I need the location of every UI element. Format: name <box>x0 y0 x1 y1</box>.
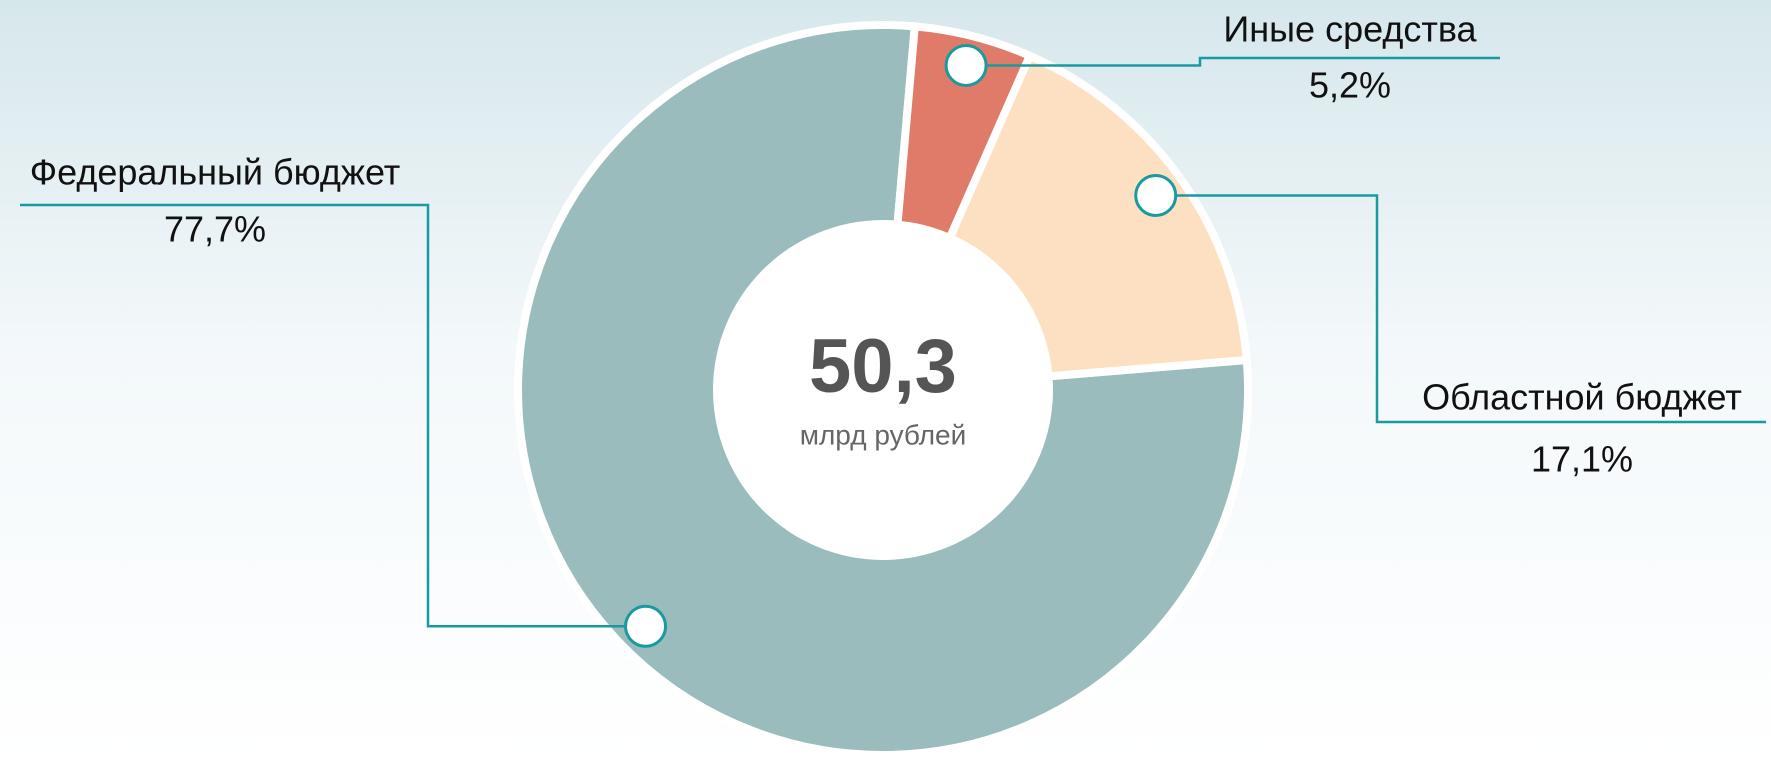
slice-label: Федеральный бюджет <box>30 152 401 193</box>
leader-line <box>20 203 646 628</box>
slice-label: Иные средства <box>1223 9 1477 50</box>
slice-value-label: 5,2% <box>1309 65 1391 106</box>
leader-marker <box>624 604 668 648</box>
center-value: 50,3 <box>809 324 957 409</box>
donut-hole <box>713 220 1053 560</box>
leader-line <box>966 56 1500 67</box>
slice-value-label: 77,7% <box>164 209 266 250</box>
center-label: млрд рублей <box>800 419 967 450</box>
leader-marker <box>1134 173 1178 217</box>
slice-label: Областной бюджет <box>1422 377 1742 418</box>
leader-line <box>1155 194 1766 424</box>
leader-marker <box>944 43 988 87</box>
slice-value-label: 17,1% <box>1531 439 1633 480</box>
